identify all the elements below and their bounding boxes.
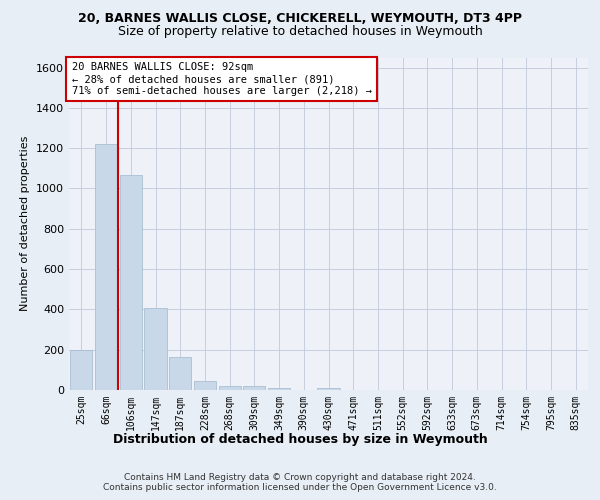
- Text: 20, BARNES WALLIS CLOSE, CHICKERELL, WEYMOUTH, DT3 4PP: 20, BARNES WALLIS CLOSE, CHICKERELL, WEY…: [78, 12, 522, 26]
- Bar: [70, 350, 92, 390]
- Y-axis label: Number of detached properties: Number of detached properties: [20, 136, 31, 312]
- Bar: [145, 308, 167, 390]
- Bar: [243, 386, 265, 390]
- Text: Contains HM Land Registry data © Crown copyright and database right 2024.
Contai: Contains HM Land Registry data © Crown c…: [103, 472, 497, 492]
- Bar: [169, 357, 191, 390]
- Bar: [119, 176, 142, 390]
- Bar: [317, 388, 340, 390]
- Bar: [268, 388, 290, 390]
- Text: Distribution of detached houses by size in Weymouth: Distribution of detached houses by size …: [113, 432, 487, 446]
- Text: Size of property relative to detached houses in Weymouth: Size of property relative to detached ho…: [118, 25, 482, 38]
- Bar: [95, 144, 117, 390]
- Bar: [194, 381, 216, 390]
- Bar: [218, 386, 241, 390]
- Text: 20 BARNES WALLIS CLOSE: 92sqm
← 28% of detached houses are smaller (891)
71% of : 20 BARNES WALLIS CLOSE: 92sqm ← 28% of d…: [71, 62, 371, 96]
